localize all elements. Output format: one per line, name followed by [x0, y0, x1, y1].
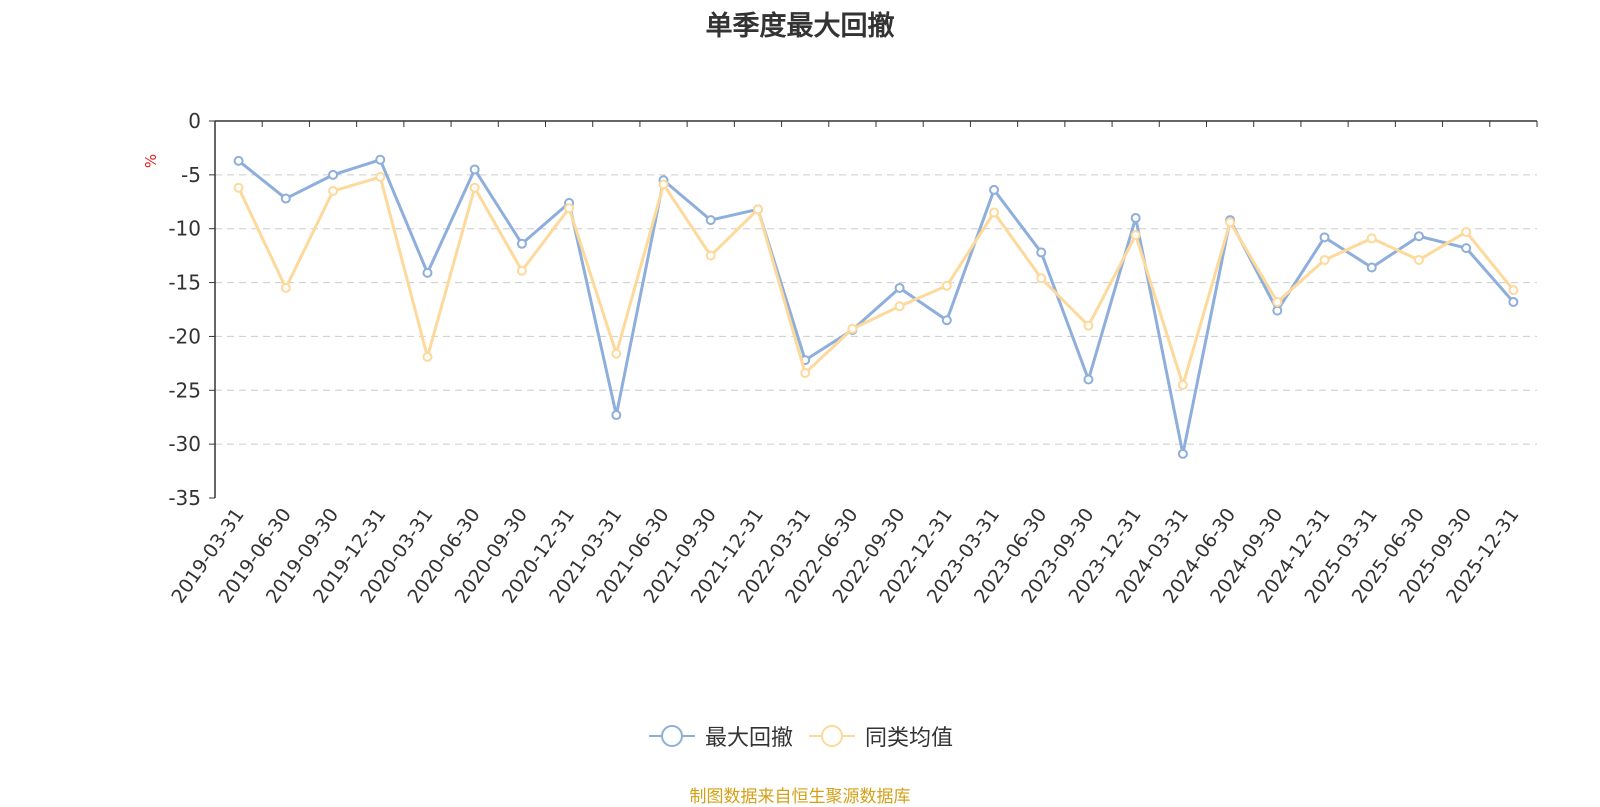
data-point: [564, 203, 575, 214]
data-point: [280, 193, 291, 204]
data-point: [516, 265, 527, 276]
series-line: [237, 158, 1515, 456]
data-point: [752, 204, 763, 215]
data-point: [469, 182, 480, 193]
data-point: [1036, 273, 1047, 284]
data-point: [1413, 231, 1424, 242]
y-tick-labels: 0 -5 -10 -15 -20 -25 -30 -35: [168, 109, 201, 510]
data-point: [800, 368, 811, 379]
data-point: [1319, 232, 1330, 243]
data-point: [1083, 320, 1094, 331]
series-1: [233, 172, 1519, 390]
data-point: [941, 280, 952, 291]
data-point: [658, 179, 669, 190]
data-point: [1508, 296, 1519, 307]
data-point: [941, 315, 952, 326]
y-tick-label: 0: [188, 109, 201, 133]
data-point: [611, 348, 622, 359]
legend-label-max-drawdown: 最大回撤: [704, 726, 793, 751]
data-point: [1508, 285, 1519, 296]
data-point: [705, 215, 716, 226]
data-point: [1461, 226, 1472, 237]
data-point: [422, 351, 433, 362]
legend: 最大回撤 同类均值: [0, 720, 1600, 752]
series-0: [233, 154, 1519, 459]
legend-swatch-max-drawdown: [648, 725, 695, 747]
data-point: [233, 155, 244, 166]
y-tick-label: -5: [181, 163, 201, 187]
y-axis-unit-label: %: [142, 154, 160, 168]
y-tick-label: -25: [168, 378, 201, 402]
data-point: [989, 184, 1000, 195]
data-point: [375, 154, 386, 165]
series-line: [237, 175, 1515, 387]
data-point: [1036, 247, 1047, 258]
data-point: [1319, 254, 1330, 265]
data-point: [611, 410, 622, 421]
data-point: [1225, 217, 1236, 228]
y-tick-label: -35: [168, 486, 201, 510]
source-note: 制图数据来自恒生聚源数据库: [689, 787, 911, 807]
data-point: [1083, 374, 1094, 385]
data-point: [1177, 379, 1188, 390]
data-point: [989, 207, 1000, 218]
series-lines: [233, 154, 1519, 459]
legend-label-peer-average: 同类均值: [865, 726, 954, 751]
gridlines: [215, 174, 1537, 445]
x-tick-labels: 2019-03-312019-06-302019-09-302019-12-31…: [167, 504, 1523, 607]
legend-item-max-drawdown[interactable]: 最大回撤: [647, 720, 793, 752]
data-point: [847, 323, 858, 334]
data-point: [1461, 243, 1472, 254]
data-point: [422, 267, 433, 278]
data-point: [328, 186, 339, 197]
data-point: [280, 282, 291, 293]
legend-swatch-peer-average: [809, 725, 855, 747]
data-point: [1130, 212, 1141, 223]
y-tick-label: -15: [168, 271, 201, 295]
data-point: [328, 169, 339, 180]
data-point: [1272, 305, 1283, 316]
chart-title: 单季度最大回撤: [705, 11, 895, 42]
y-tick-label: -30: [168, 432, 201, 456]
data-point: [516, 238, 527, 249]
data-point: [1177, 448, 1188, 459]
data-point: [894, 282, 905, 293]
data-point: [233, 182, 244, 193]
y-tick-label: -20: [168, 324, 201, 348]
data-point: [1366, 262, 1377, 273]
data-point: [1413, 254, 1424, 265]
data-point: [469, 164, 480, 175]
y-tick-label: -10: [168, 217, 201, 241]
data-point: [375, 172, 386, 183]
legend-item-peer-average[interactable]: 同类均值: [807, 720, 953, 752]
data-point: [894, 301, 905, 312]
axes: [209, 120, 1538, 499]
data-point: [705, 250, 716, 261]
data-point: [1130, 230, 1141, 241]
data-point: [1366, 233, 1377, 244]
data-point: [1272, 296, 1283, 307]
